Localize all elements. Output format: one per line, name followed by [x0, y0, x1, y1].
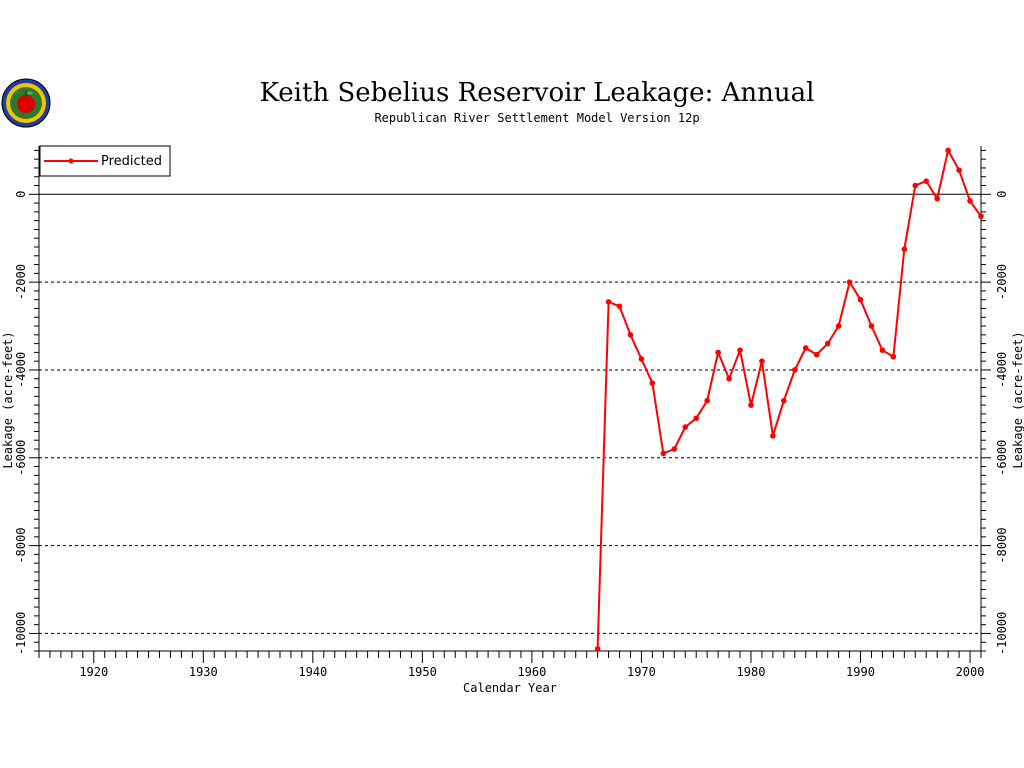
data-point	[693, 415, 700, 422]
logo-icon	[0, 77, 52, 129]
data-point	[791, 367, 798, 373]
legend-label: Predicted	[101, 154, 162, 169]
data-point	[748, 402, 754, 408]
data-point	[923, 178, 930, 184]
y-tick-label-left: -10000	[14, 612, 28, 655]
data-point	[813, 351, 820, 358]
data-point	[770, 433, 776, 439]
y-tick-label-left: 0	[14, 191, 28, 198]
chart-title: Keith Sebelius Reservoir Leakage: Annual	[260, 78, 815, 108]
series-line	[596, 149, 982, 649]
x-tick-label: 1980	[737, 665, 766, 679]
gridlines	[39, 193, 981, 634]
legend: Predicted	[39, 145, 171, 177]
data-point	[638, 356, 645, 362]
x-tick-label: 1990	[846, 665, 875, 679]
data-point	[682, 424, 689, 430]
series-predicted	[594, 147, 984, 652]
data-point	[901, 246, 908, 252]
legend-marker	[68, 158, 74, 164]
data-point	[660, 450, 667, 457]
data-point	[715, 349, 721, 356]
x-axis-ticks: 1920 1930 1940 1950 1960 1970 1980 1990 2000	[38, 651, 985, 679]
x-tick-label: 1970	[627, 665, 656, 679]
x-tick-label: 1940	[298, 665, 327, 679]
data-point	[594, 646, 601, 652]
data-point	[846, 279, 853, 285]
data-point	[890, 353, 897, 360]
data-point	[616, 303, 623, 310]
y-tick-label-left: -8000	[14, 528, 28, 564]
y-tick-label-right: -8000	[995, 528, 1009, 564]
data-point	[945, 147, 951, 154]
y-tick-label-right: -6000	[995, 440, 1009, 476]
data-point	[605, 299, 612, 305]
data-point	[671, 446, 678, 452]
data-point	[934, 195, 940, 202]
y-tick-label-left: -4000	[14, 352, 28, 388]
x-tick-label: 1950	[408, 665, 437, 679]
data-point	[978, 213, 984, 220]
data-point	[912, 182, 919, 189]
data-point	[726, 375, 732, 382]
data-point	[824, 340, 831, 347]
y-tick-label-left: -2000	[14, 264, 28, 300]
y-tick-label-right: 0	[995, 191, 1009, 198]
data-point	[627, 332, 634, 338]
chart-subtitle: Republican River Settlement Model Versio…	[374, 111, 699, 125]
x-tick-label: 1930	[189, 665, 218, 679]
y-tick-label-left: -6000	[14, 440, 28, 476]
x-tick-label: 1920	[79, 665, 108, 679]
data-point	[737, 347, 743, 353]
y-axis-ticks: 0 0 -2000 -2000 -4000 -4000 -6000 -6000 -8000 -80…	[14, 149, 1009, 655]
data-point	[868, 323, 875, 329]
data-point	[956, 167, 962, 173]
data-point	[857, 296, 864, 303]
y-axis-label-left: Leakage (acre-feet)	[1, 331, 15, 468]
data-point	[781, 397, 787, 404]
y-tick-label-right: -4000	[995, 352, 1009, 388]
x-tick-label: 2000	[956, 665, 985, 679]
y-tick-label-right: -2000	[995, 264, 1009, 300]
data-point	[967, 198, 973, 204]
y-axis-label-right: Leakage (acre-feet)	[1011, 331, 1024, 468]
x-tick-label: 1960	[517, 665, 546, 679]
data-point	[802, 345, 809, 351]
x-axis-label: Calendar Year	[463, 681, 557, 695]
y-tick-label-right: -10000	[995, 612, 1009, 655]
data-point	[759, 358, 765, 364]
data-point	[835, 323, 842, 329]
data-point	[704, 397, 710, 404]
axes	[38, 146, 982, 652]
data-point	[649, 380, 656, 386]
data-point	[879, 347, 886, 353]
